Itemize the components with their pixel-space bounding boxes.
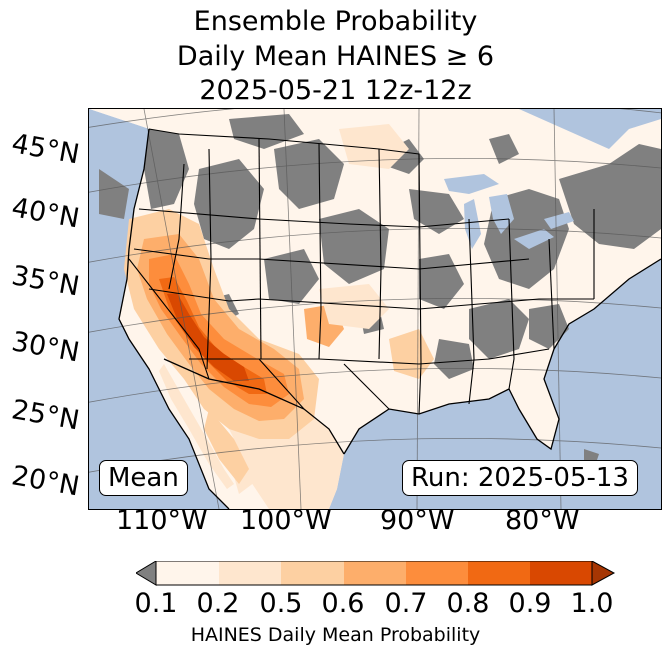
colorbar-bin-6 (468, 561, 530, 585)
colorbar-under-arrow (136, 561, 157, 586)
colorbar-bin-7 (530, 561, 592, 585)
mean-badge: Mean (99, 460, 188, 496)
colorbar-bin-1 (156, 561, 219, 585)
lat-label-30: 30°N (9, 326, 82, 369)
colorbar-bin-4 (344, 561, 406, 585)
lon-label-90w: 90°W (380, 505, 455, 536)
colorbar-tick-0.2: 0.2 (196, 588, 240, 619)
colorbar-tick-0.6: 0.6 (321, 588, 365, 619)
lon-label-80w: 80°W (505, 505, 580, 536)
colorbar (136, 561, 616, 586)
lat-label-45: 45°N (9, 128, 82, 171)
coastline (118, 128, 661, 509)
colorbar-tick-1.0: 1.0 (570, 588, 614, 619)
title-line-3: 2025-05-21 12z-12z (199, 75, 472, 106)
title-line-1: Ensemble Probability (193, 6, 478, 37)
lat-label-20: 20°N (9, 460, 82, 503)
colorbar-tick-0.5: 0.5 (259, 588, 303, 619)
lat-label-25: 25°N (9, 394, 82, 437)
map-canvas (89, 109, 661, 509)
colorbar-over-arrow (591, 561, 616, 586)
colorbar-tick-0.8: 0.8 (446, 588, 490, 619)
colorbar-bin-3 (281, 561, 344, 585)
border-mexico (163, 358, 345, 455)
lat-label-35: 35°N (9, 260, 82, 303)
graticule (89, 109, 661, 509)
great-lakes (444, 174, 574, 249)
state-borders (128, 128, 595, 415)
lon-label-100w: 100°W (240, 505, 332, 536)
baja-peninsula (159, 364, 234, 489)
map-panel: Mean Run: 2025-05-13 (88, 108, 662, 510)
colorbar-label: HAINES Daily Mean Probability (190, 624, 481, 646)
title-line-2: Daily Mean HAINES ≥ 6 (176, 41, 495, 72)
probability-fill (124, 124, 434, 494)
colorbar-tick-0.7: 0.7 (384, 588, 428, 619)
run-badge: Run: 2025-05-13 (402, 460, 638, 496)
lat-label-40: 40°N (9, 192, 82, 235)
colorbar-bin-5 (406, 561, 468, 585)
colorbar-bin-2 (219, 561, 281, 585)
colorbar-tick-0.9: 0.9 (508, 588, 552, 619)
lon-label-110w: 110°W (116, 505, 208, 536)
colorbar-tick-0.1: 0.1 (134, 588, 178, 619)
